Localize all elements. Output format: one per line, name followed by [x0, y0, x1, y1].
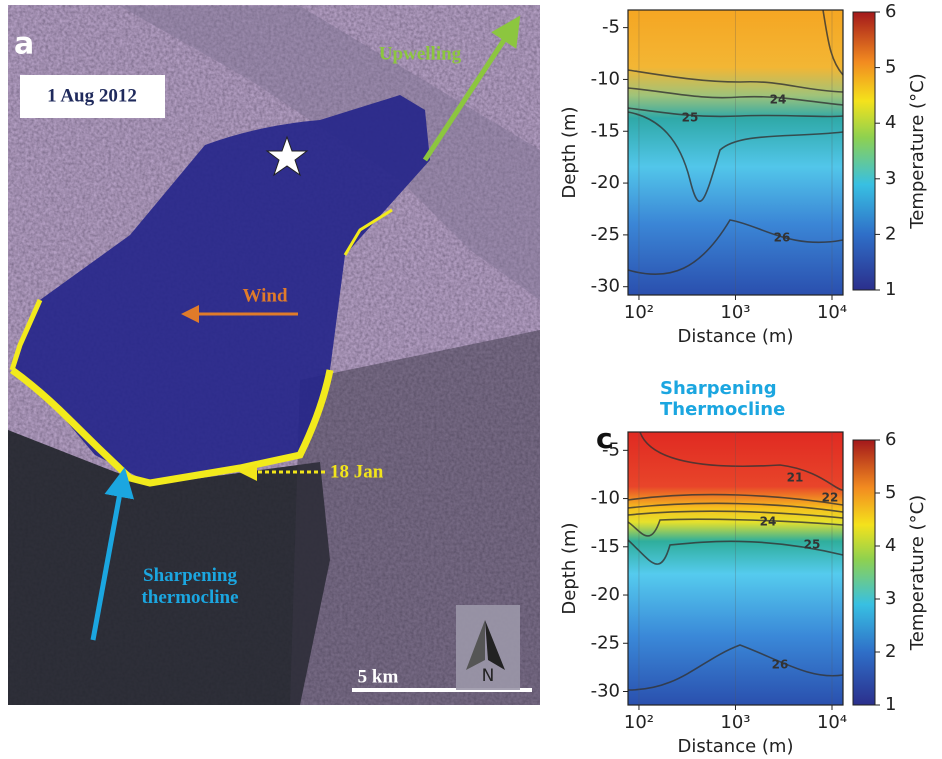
- x-tick-label: 10³: [720, 302, 750, 323]
- colorbar-tick-label: 6: [885, 1, 896, 22]
- y-tick-label: -10: [591, 488, 620, 509]
- colorbar-label: Temperature (°C): [907, 495, 928, 651]
- contour-label: 24: [770, 93, 787, 107]
- colorbar-tick-label: 2: [885, 641, 896, 662]
- colorbar-tick-label: 5: [885, 482, 896, 503]
- y-tick-label: -15: [591, 120, 620, 141]
- y-tick-label: -15: [591, 536, 620, 557]
- colorbar-tick-label: 5: [885, 57, 896, 78]
- heatmap: [628, 10, 843, 295]
- thermocline-label: Sharpening thermocline: [141, 565, 239, 608]
- date-label: 1 Aug 2012: [47, 85, 137, 106]
- panel-label: c: [596, 422, 613, 455]
- x-axis-label: Distance (m): [677, 326, 793, 347]
- satellite-image: [8, 5, 540, 705]
- y-tick-label: -10: [591, 68, 620, 89]
- contour-label: 26: [774, 231, 791, 245]
- contour-lines: [627, 9, 844, 276]
- x-tick-label: 10⁴: [817, 302, 847, 323]
- colorbar-tick-label: 4: [885, 535, 896, 556]
- scale-label: 5 km: [358, 666, 399, 687]
- colorbar-tick-label: 1: [885, 279, 896, 300]
- colorbar: [852, 11, 876, 291]
- contour-label: 21: [787, 471, 804, 485]
- colorbar-tick-label: 6: [885, 429, 896, 450]
- colorbar-tick-label: 4: [885, 112, 896, 133]
- x-tick-label: 10²: [624, 712, 654, 733]
- date-label-jan: 18 Jan: [330, 461, 384, 482]
- y-axis-label: Depth (m): [559, 106, 580, 198]
- colorbar: [852, 439, 876, 706]
- x-axis-label: Distance (m): [677, 736, 793, 757]
- colorbar-tick-label: 3: [885, 588, 896, 609]
- colorbar-tick-label: 2: [885, 223, 896, 244]
- upwelling-label: Upwelling: [379, 43, 462, 64]
- y-tick-label: -5: [602, 439, 620, 460]
- panel-label: a: [14, 27, 34, 62]
- y-axis-label: Depth (m): [559, 522, 580, 614]
- contour-label: 25: [804, 538, 821, 552]
- chart-title: Sharpening Thermocline: [660, 378, 786, 420]
- contour-label: 26: [772, 658, 789, 672]
- colorbar-label: Temperature (°C): [907, 73, 928, 229]
- contour-label: 25: [682, 111, 699, 125]
- y-tick-label: -25: [591, 632, 620, 653]
- x-tick-label: 10⁴: [817, 712, 847, 733]
- colorbar-tick-label: 3: [885, 168, 896, 189]
- wind-label: Wind: [242, 285, 288, 306]
- y-tick-label: -20: [591, 172, 620, 193]
- x-tick-label: 10²: [624, 302, 654, 323]
- y-tick-label: -30: [591, 680, 620, 701]
- contour-lines: [627, 431, 844, 691]
- contour-label: 22: [822, 491, 839, 505]
- x-tick-label: 10³: [720, 712, 750, 733]
- y-tick-label: -25: [591, 224, 620, 245]
- y-tick-label: -5: [602, 17, 620, 38]
- y-tick-label: -20: [591, 584, 620, 605]
- contour-label: 24: [760, 515, 777, 529]
- colorbar-tick-label: 1: [885, 694, 896, 715]
- y-tick-label: -30: [591, 276, 620, 297]
- heatmap: [628, 432, 843, 705]
- north-label: N: [482, 666, 495, 686]
